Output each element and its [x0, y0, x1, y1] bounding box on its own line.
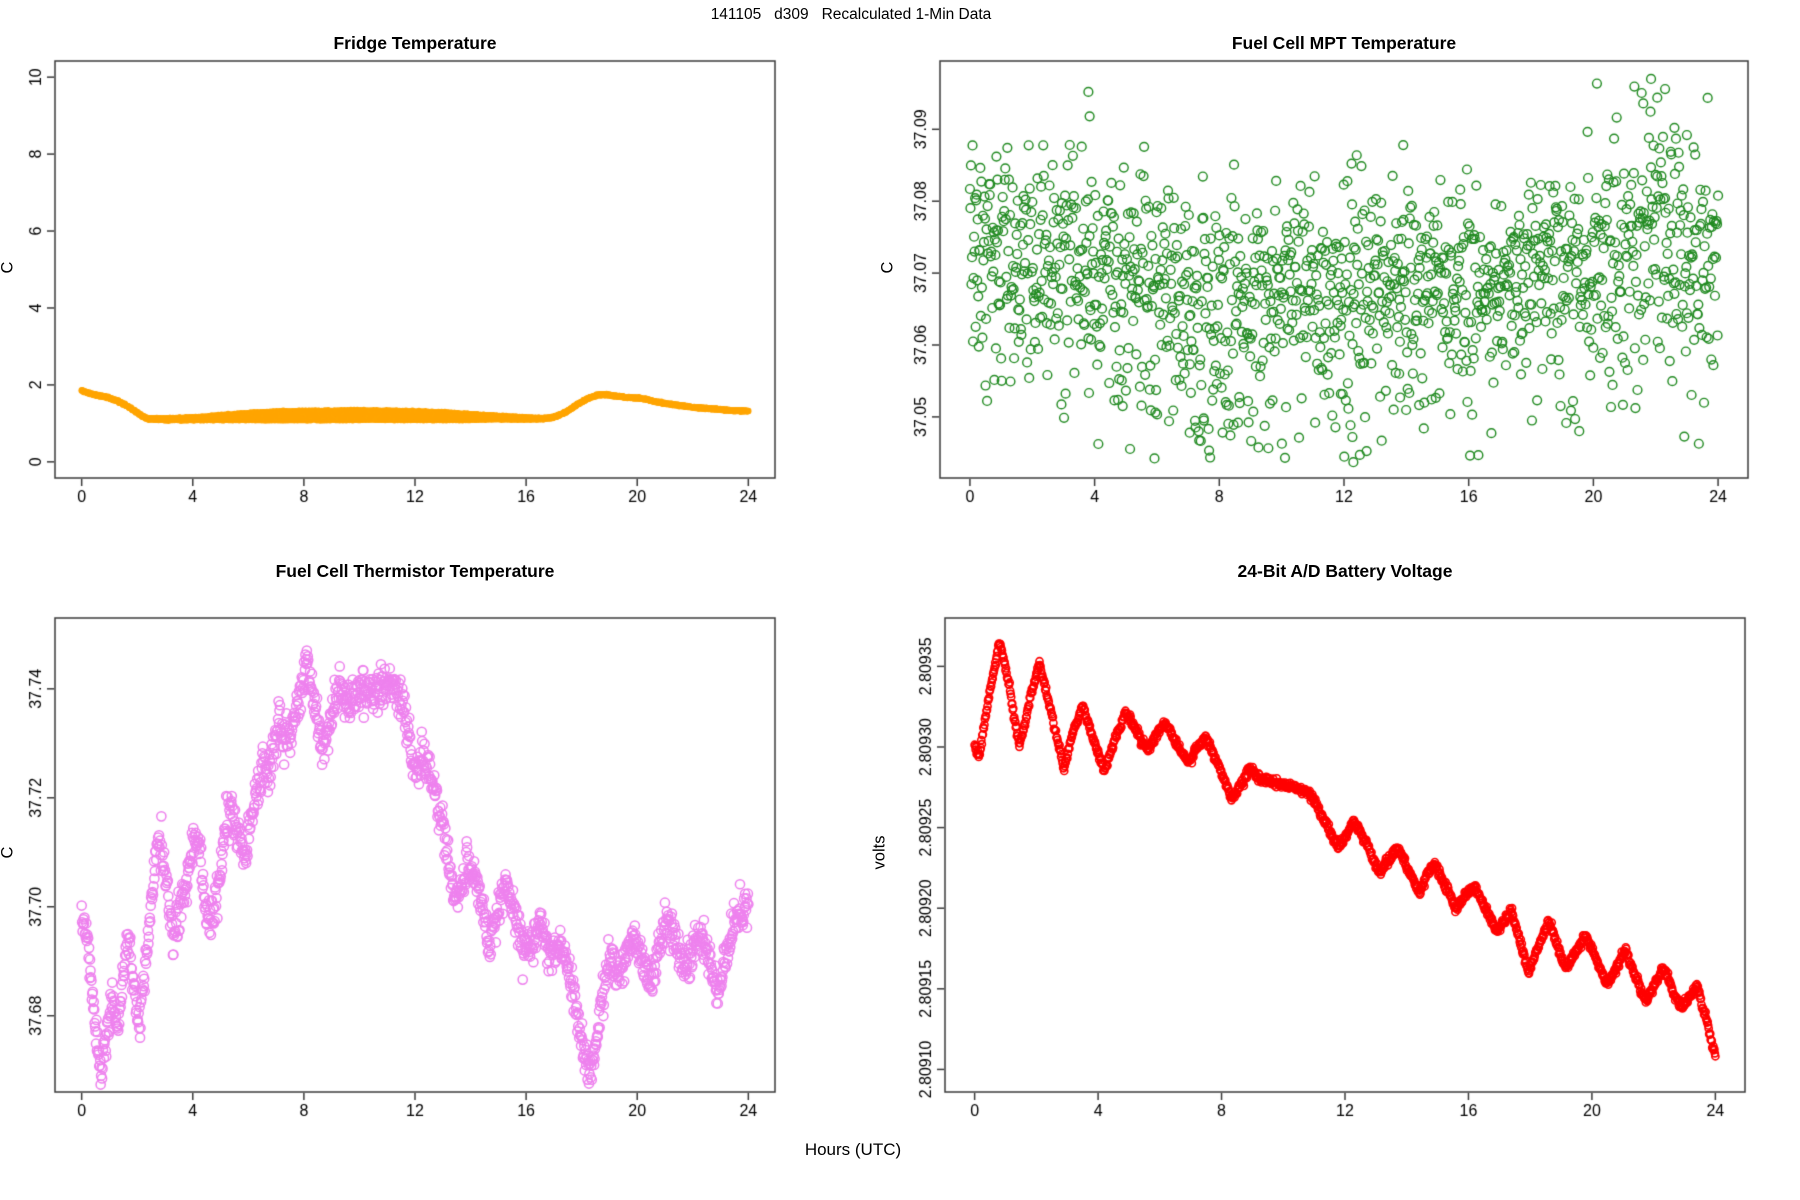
figure-main-title: 141105 d309 Recalculated 1-Min Data	[710, 6, 992, 23]
y-axis-label-thermistor: C	[0, 846, 17, 859]
shared-x-axis-label: Hours (UTC)	[804, 1140, 902, 1159]
y-axis-label-mpt: C	[878, 261, 897, 274]
panel-title-fuel-cell-mpt-temperature: Fuel Cell MPT Temperature	[1231, 33, 1457, 53]
y-axis-label-battery: volts	[870, 835, 889, 870]
panel-title-fuel-cell-thermistor-temperature: Fuel Cell Thermistor Temperature	[275, 561, 555, 581]
panel-title-battery-voltage: 24-Bit A/D Battery Voltage	[1237, 561, 1453, 581]
panel-title-fridge-temperature: Fridge Temperature	[333, 33, 497, 53]
y-axis-label-fridge: C	[0, 261, 17, 274]
